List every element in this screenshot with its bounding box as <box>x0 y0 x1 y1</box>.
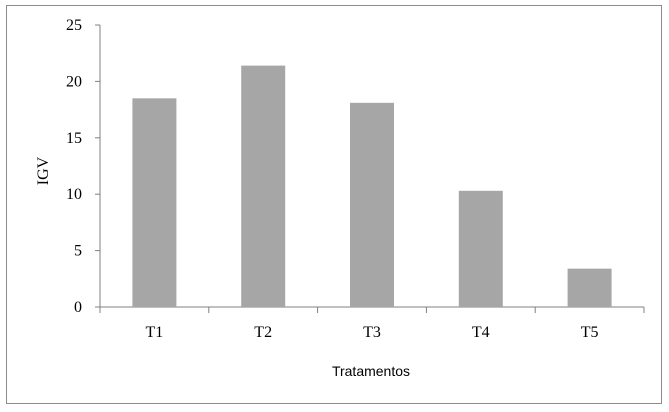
y-tick-label: 10 <box>66 186 82 203</box>
bar-t1 <box>132 98 177 307</box>
y-axis-label: IGV <box>35 156 52 185</box>
bar-t5 <box>567 268 612 307</box>
bars <box>132 65 612 307</box>
x-tick-label: T5 <box>581 324 599 341</box>
x-axis-label: Tratamentos <box>332 363 410 379</box>
y-tick-label: 0 <box>74 299 82 316</box>
x-tick-label: T1 <box>146 324 164 341</box>
bar-t3 <box>350 102 394 307</box>
x-axis: T1 T2 T3 T4 T5 <box>99 306 645 341</box>
bar-t4 <box>458 190 503 307</box>
y-tick-label: 15 <box>66 130 82 147</box>
bar-t2 <box>241 65 286 307</box>
x-tick-label: T2 <box>254 324 272 341</box>
y-tick-label: 5 <box>74 243 82 260</box>
y-tick-label: 20 <box>66 73 82 90</box>
x-tick-label: T4 <box>472 324 490 341</box>
x-tick-label: T3 <box>363 324 381 341</box>
y-tick-label: 25 <box>66 17 82 34</box>
chart-frame <box>6 5 662 404</box>
y-axis: 0 5 10 15 20 25 <box>66 17 101 316</box>
